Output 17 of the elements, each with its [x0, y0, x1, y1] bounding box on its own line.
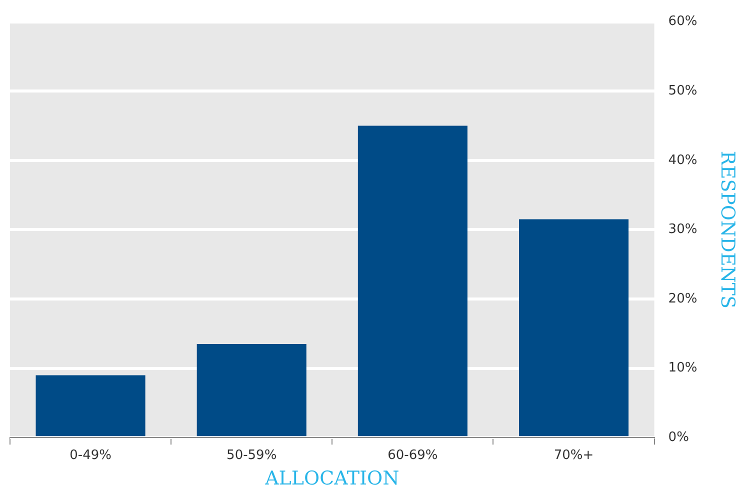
y-tick-label: 40%: [668, 152, 698, 168]
y-tick-label: 0%: [668, 430, 689, 445]
y-tick-label: 50%: [668, 83, 698, 98]
bar: [196, 344, 306, 436]
y-tick-label: 30%: [668, 222, 698, 238]
y-axis-title: RESPONDENTS: [716, 150, 739, 309]
x-tick-label: 70%+: [554, 448, 594, 463]
x-tick-label: 0-49%: [70, 448, 112, 463]
bar: [519, 219, 629, 436]
x-tick-label: 50-59%: [226, 448, 277, 463]
bar: [36, 375, 146, 436]
y-tick-label: 20%: [668, 291, 698, 306]
y-tick-label: 60%: [668, 14, 698, 30]
y-tick-label: 10%: [668, 360, 698, 376]
bar: [358, 126, 468, 436]
x-tick-label: 60-69%: [388, 448, 438, 463]
x-axis-title: ALLOCATION: [264, 468, 400, 490]
